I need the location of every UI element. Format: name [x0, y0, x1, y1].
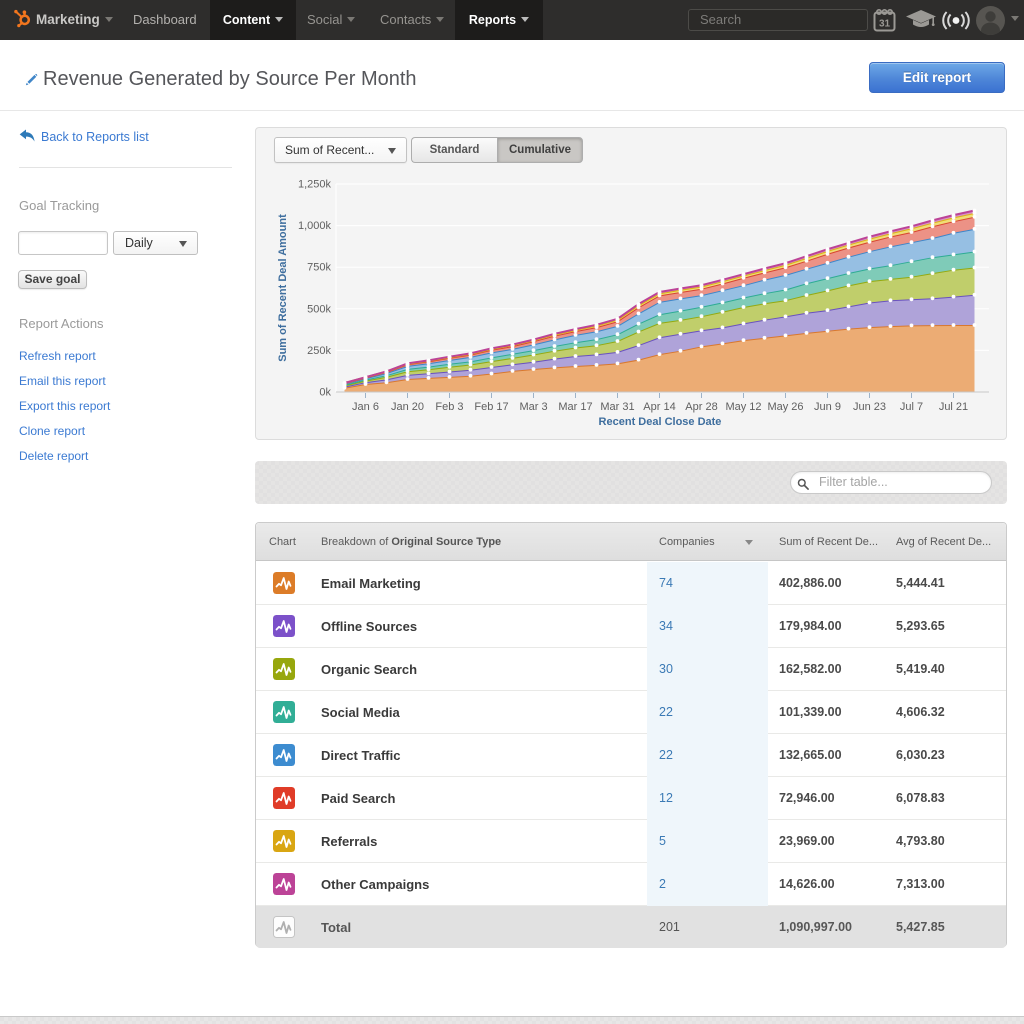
- svg-text:Feb 17: Feb 17: [474, 401, 508, 413]
- svg-text:500k: 500k: [307, 303, 331, 315]
- svg-text:1,250k: 1,250k: [298, 179, 332, 191]
- svg-text:0k: 0k: [319, 387, 331, 399]
- svg-text:Jan 6: Jan 6: [352, 401, 379, 413]
- svg-text:Apr 14: Apr 14: [643, 401, 675, 413]
- svg-text:1,000k: 1,000k: [298, 220, 332, 232]
- svg-text:Sum of Recent Deal Amount: Sum of Recent Deal Amount: [277, 214, 289, 362]
- svg-text:May 26: May 26: [767, 401, 803, 413]
- svg-text:Jun 23: Jun 23: [853, 401, 886, 413]
- svg-text:Mar 17: Mar 17: [558, 401, 592, 413]
- svg-text:Jul 7: Jul 7: [900, 401, 923, 413]
- svg-text:Mar 31: Mar 31: [600, 401, 634, 413]
- svg-text:Feb 3: Feb 3: [435, 401, 463, 413]
- svg-text:Apr 28: Apr 28: [685, 401, 717, 413]
- svg-text:Jan 20: Jan 20: [391, 401, 424, 413]
- svg-text:May 12: May 12: [725, 401, 761, 413]
- svg-text:750k: 750k: [307, 262, 331, 274]
- svg-text:31: 31: [879, 19, 891, 30]
- svg-text:Mar 3: Mar 3: [519, 401, 547, 413]
- svg-text:Recent Deal Close Date: Recent Deal Close Date: [599, 416, 722, 428]
- svg-text:Jul 21: Jul 21: [939, 401, 968, 413]
- svg-text:Jun 9: Jun 9: [814, 401, 841, 413]
- svg-text:250k: 250k: [307, 345, 331, 357]
